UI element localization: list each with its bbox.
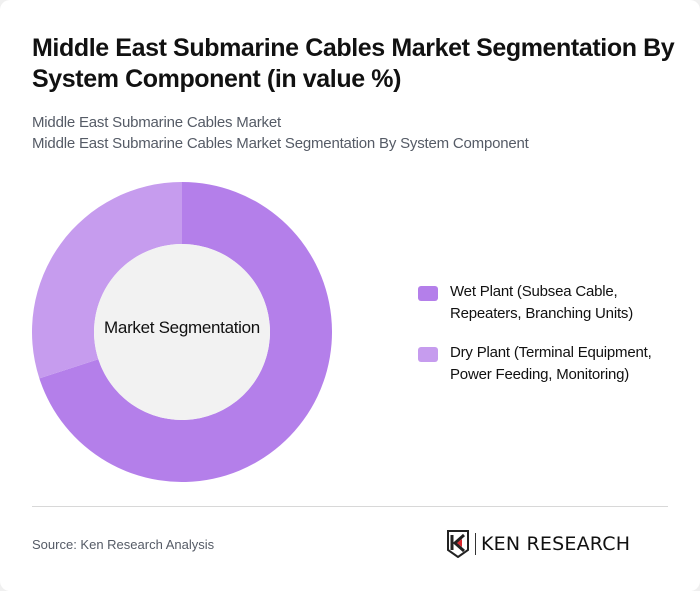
- source-note: Source: Ken Research Analysis: [32, 537, 215, 552]
- donut-segment-dry-plant[interactable]: [32, 182, 182, 379]
- legend-item-dry-plant[interactable]: Dry Plant (Terminal Equipment, Power Fee…: [418, 342, 680, 386]
- legend-label: Dry Plant (Terminal Equipment, Power Fee…: [450, 344, 652, 383]
- legend-swatch-wet-plant: [418, 286, 438, 301]
- donut-segment-wet-plant[interactable]: [39, 182, 332, 482]
- legend-item-wet-plant[interactable]: Wet Plant (Subsea Cable, Repeaters, Bran…: [418, 281, 680, 325]
- donut-chart: [32, 182, 332, 482]
- chart-subtitle-market: Middle East Submarine Cables Market: [32, 114, 281, 131]
- footer-divider: [32, 506, 668, 507]
- donut-center: [94, 244, 270, 420]
- donut-center-label: Market Segmentation: [104, 318, 260, 337]
- logo-separator: [475, 533, 476, 555]
- chart-legend: Wet Plant (Subsea Cable, Repeaters, Bran…: [418, 281, 680, 403]
- ken-research-logo: KEN RESEARCH: [447, 530, 630, 558]
- chart-title: Middle East Submarine Cables Market Segm…: [32, 34, 675, 93]
- ken-research-logo-icon: [447, 530, 469, 558]
- legend-swatch-dry-plant: [418, 347, 438, 362]
- logo-text: KEN RESEARCH: [481, 533, 631, 555]
- legend-label: Wet Plant (Subsea Cable, Repeaters, Bran…: [450, 283, 634, 322]
- chart-subtitle-segmentation: Middle East Submarine Cables Market Segm…: [32, 135, 529, 152]
